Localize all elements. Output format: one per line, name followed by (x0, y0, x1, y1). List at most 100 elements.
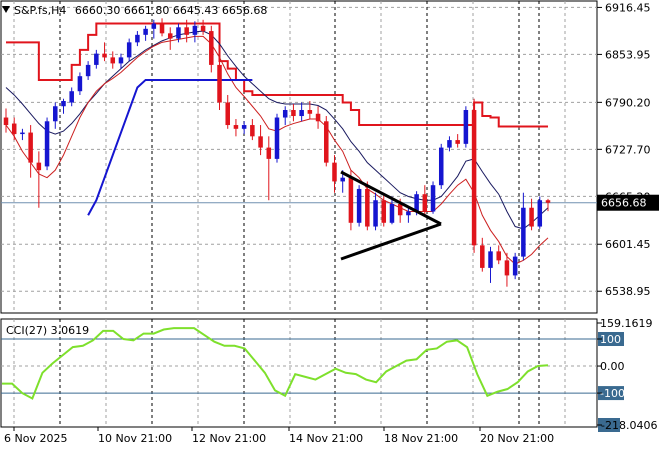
bull-candle[interactable] (176, 27, 181, 39)
ohlc-close: 6656.68 (221, 4, 268, 17)
bear-candle[interactable] (225, 102, 230, 126)
bull-candle[interactable] (282, 110, 288, 118)
lower-channel-line (87, 78, 253, 216)
bear-candle[interactable] (496, 251, 501, 261)
price-tick-label: 6853.95 (605, 48, 651, 61)
bull-candle[interactable] (126, 42, 132, 58)
bear-candle[interactable] (167, 33, 173, 39)
bear-candle[interactable] (11, 123, 17, 135)
bear-candle[interactable] (422, 194, 428, 212)
bear-candle[interactable] (365, 188, 370, 227)
bull-candle[interactable] (521, 207, 526, 257)
cci-indicator (1, 327, 597, 400)
bear-candle[interactable] (529, 207, 534, 227)
ohlc-low: 6645.43 (172, 4, 219, 17)
bull-candle[interactable] (192, 25, 198, 35)
bear-candle[interactable] (504, 260, 510, 276)
bull-candle[interactable] (241, 125, 247, 129)
bull-candle[interactable] (61, 100, 66, 107)
bear-candle[interactable] (307, 110, 313, 114)
bull-candle[interactable] (406, 211, 411, 216)
bear-candle[interactable] (159, 23, 165, 34)
bear-candle[interactable] (455, 140, 460, 144)
bull-candle[interactable] (299, 110, 304, 117)
time-tick-label: 6 Nov 2025 (4, 432, 67, 445)
bull-candle[interactable] (340, 177, 345, 182)
cci-tick-label: -100 (600, 387, 625, 400)
bear-candle[interactable] (110, 57, 116, 64)
bear-candle[interactable] (258, 136, 263, 148)
bull-candle[interactable] (118, 57, 124, 64)
bull-candle[interactable] (143, 28, 148, 35)
bear-candle[interactable] (217, 64, 222, 103)
bull-candle[interactable] (44, 121, 50, 167)
price-tick-label: 6727.70 (605, 143, 651, 156)
bull-candle[interactable] (135, 34, 140, 43)
cci-plot-frame (0, 318, 598, 428)
bull-candle[interactable] (463, 110, 469, 144)
bull-candle[interactable] (151, 23, 157, 29)
price-tick-label: 6790.20 (605, 96, 651, 109)
triangle-lower-line[interactable] (340, 222, 442, 261)
triangle-upper-line[interactable] (340, 170, 442, 226)
bear-candle[interactable] (3, 117, 9, 126)
cci-label: CCI(27) 3.0619 (6, 324, 90, 337)
bull-candle[interactable] (53, 106, 58, 122)
bear-candle[interactable] (348, 177, 354, 223)
main-plot-frame (0, 0, 598, 314)
bear-candle[interactable] (250, 125, 255, 137)
bull-candle[interactable] (537, 200, 543, 227)
current-price-badge (597, 194, 659, 211)
bear-candle[interactable] (315, 113, 321, 122)
bull-candle[interactable] (85, 64, 91, 77)
bear-candle[interactable] (184, 27, 189, 35)
triangle-pattern-drawing[interactable] (340, 170, 442, 261)
cci-level-badge (598, 386, 624, 401)
cci-tick-label: 159.1619 (600, 317, 653, 330)
bear-candle[interactable] (209, 31, 214, 65)
bear-candle[interactable] (381, 200, 387, 223)
cci-level-badge (598, 418, 620, 432)
ohlc-high: 6661.80 (123, 4, 170, 17)
bear-candle[interactable] (291, 110, 296, 117)
bull-candle[interactable] (512, 256, 518, 276)
bear-candle[interactable] (397, 203, 403, 216)
bull-candle[interactable] (438, 147, 444, 186)
price-tick-label: 6538.95 (605, 285, 651, 298)
bull-candle[interactable] (373, 200, 378, 227)
bull-candle[interactable] (69, 91, 74, 103)
bear-candle[interactable] (266, 147, 272, 159)
time-tick-label: 12 Nov 21:00 (192, 432, 266, 445)
bull-candle[interactable] (356, 188, 362, 223)
bull-candle[interactable] (94, 53, 99, 65)
chart-menu-icon[interactable] (2, 6, 10, 13)
bear-candle[interactable] (545, 200, 551, 203)
bear-candle[interactable] (200, 25, 206, 32)
bear-candle[interactable] (332, 162, 337, 182)
bull-candle[interactable] (430, 185, 436, 212)
bull-candle[interactable] (414, 194, 419, 212)
slow-moving-average-line (5, 30, 549, 230)
bull-candle[interactable] (20, 132, 25, 135)
bull-candle[interactable] (77, 76, 83, 92)
bear-candle[interactable] (471, 110, 477, 246)
candles[interactable] (3, 18, 551, 287)
cci-tick-label: -218.0406 (601, 419, 657, 432)
axes: 6916.456853.956790.206727.706665.206601.… (4, 1, 659, 445)
cci-tick-label: 100 (600, 333, 621, 346)
symbol-label: S&P.fs,H4 (14, 4, 67, 17)
bear-candle[interactable] (36, 162, 42, 171)
bull-candle[interactable] (389, 203, 395, 223)
bull-candle[interactable] (488, 251, 493, 268)
cci-line (2, 327, 549, 400)
bear-candle[interactable] (324, 121, 329, 163)
bull-candle[interactable] (274, 117, 280, 159)
bear-candle[interactable] (28, 132, 33, 163)
price-tick-label: 6916.45 (605, 1, 651, 14)
bear-candle[interactable] (233, 125, 239, 129)
bull-candle[interactable] (447, 140, 452, 148)
bear-candle[interactable] (480, 245, 485, 268)
bear-candle[interactable] (102, 53, 107, 58)
